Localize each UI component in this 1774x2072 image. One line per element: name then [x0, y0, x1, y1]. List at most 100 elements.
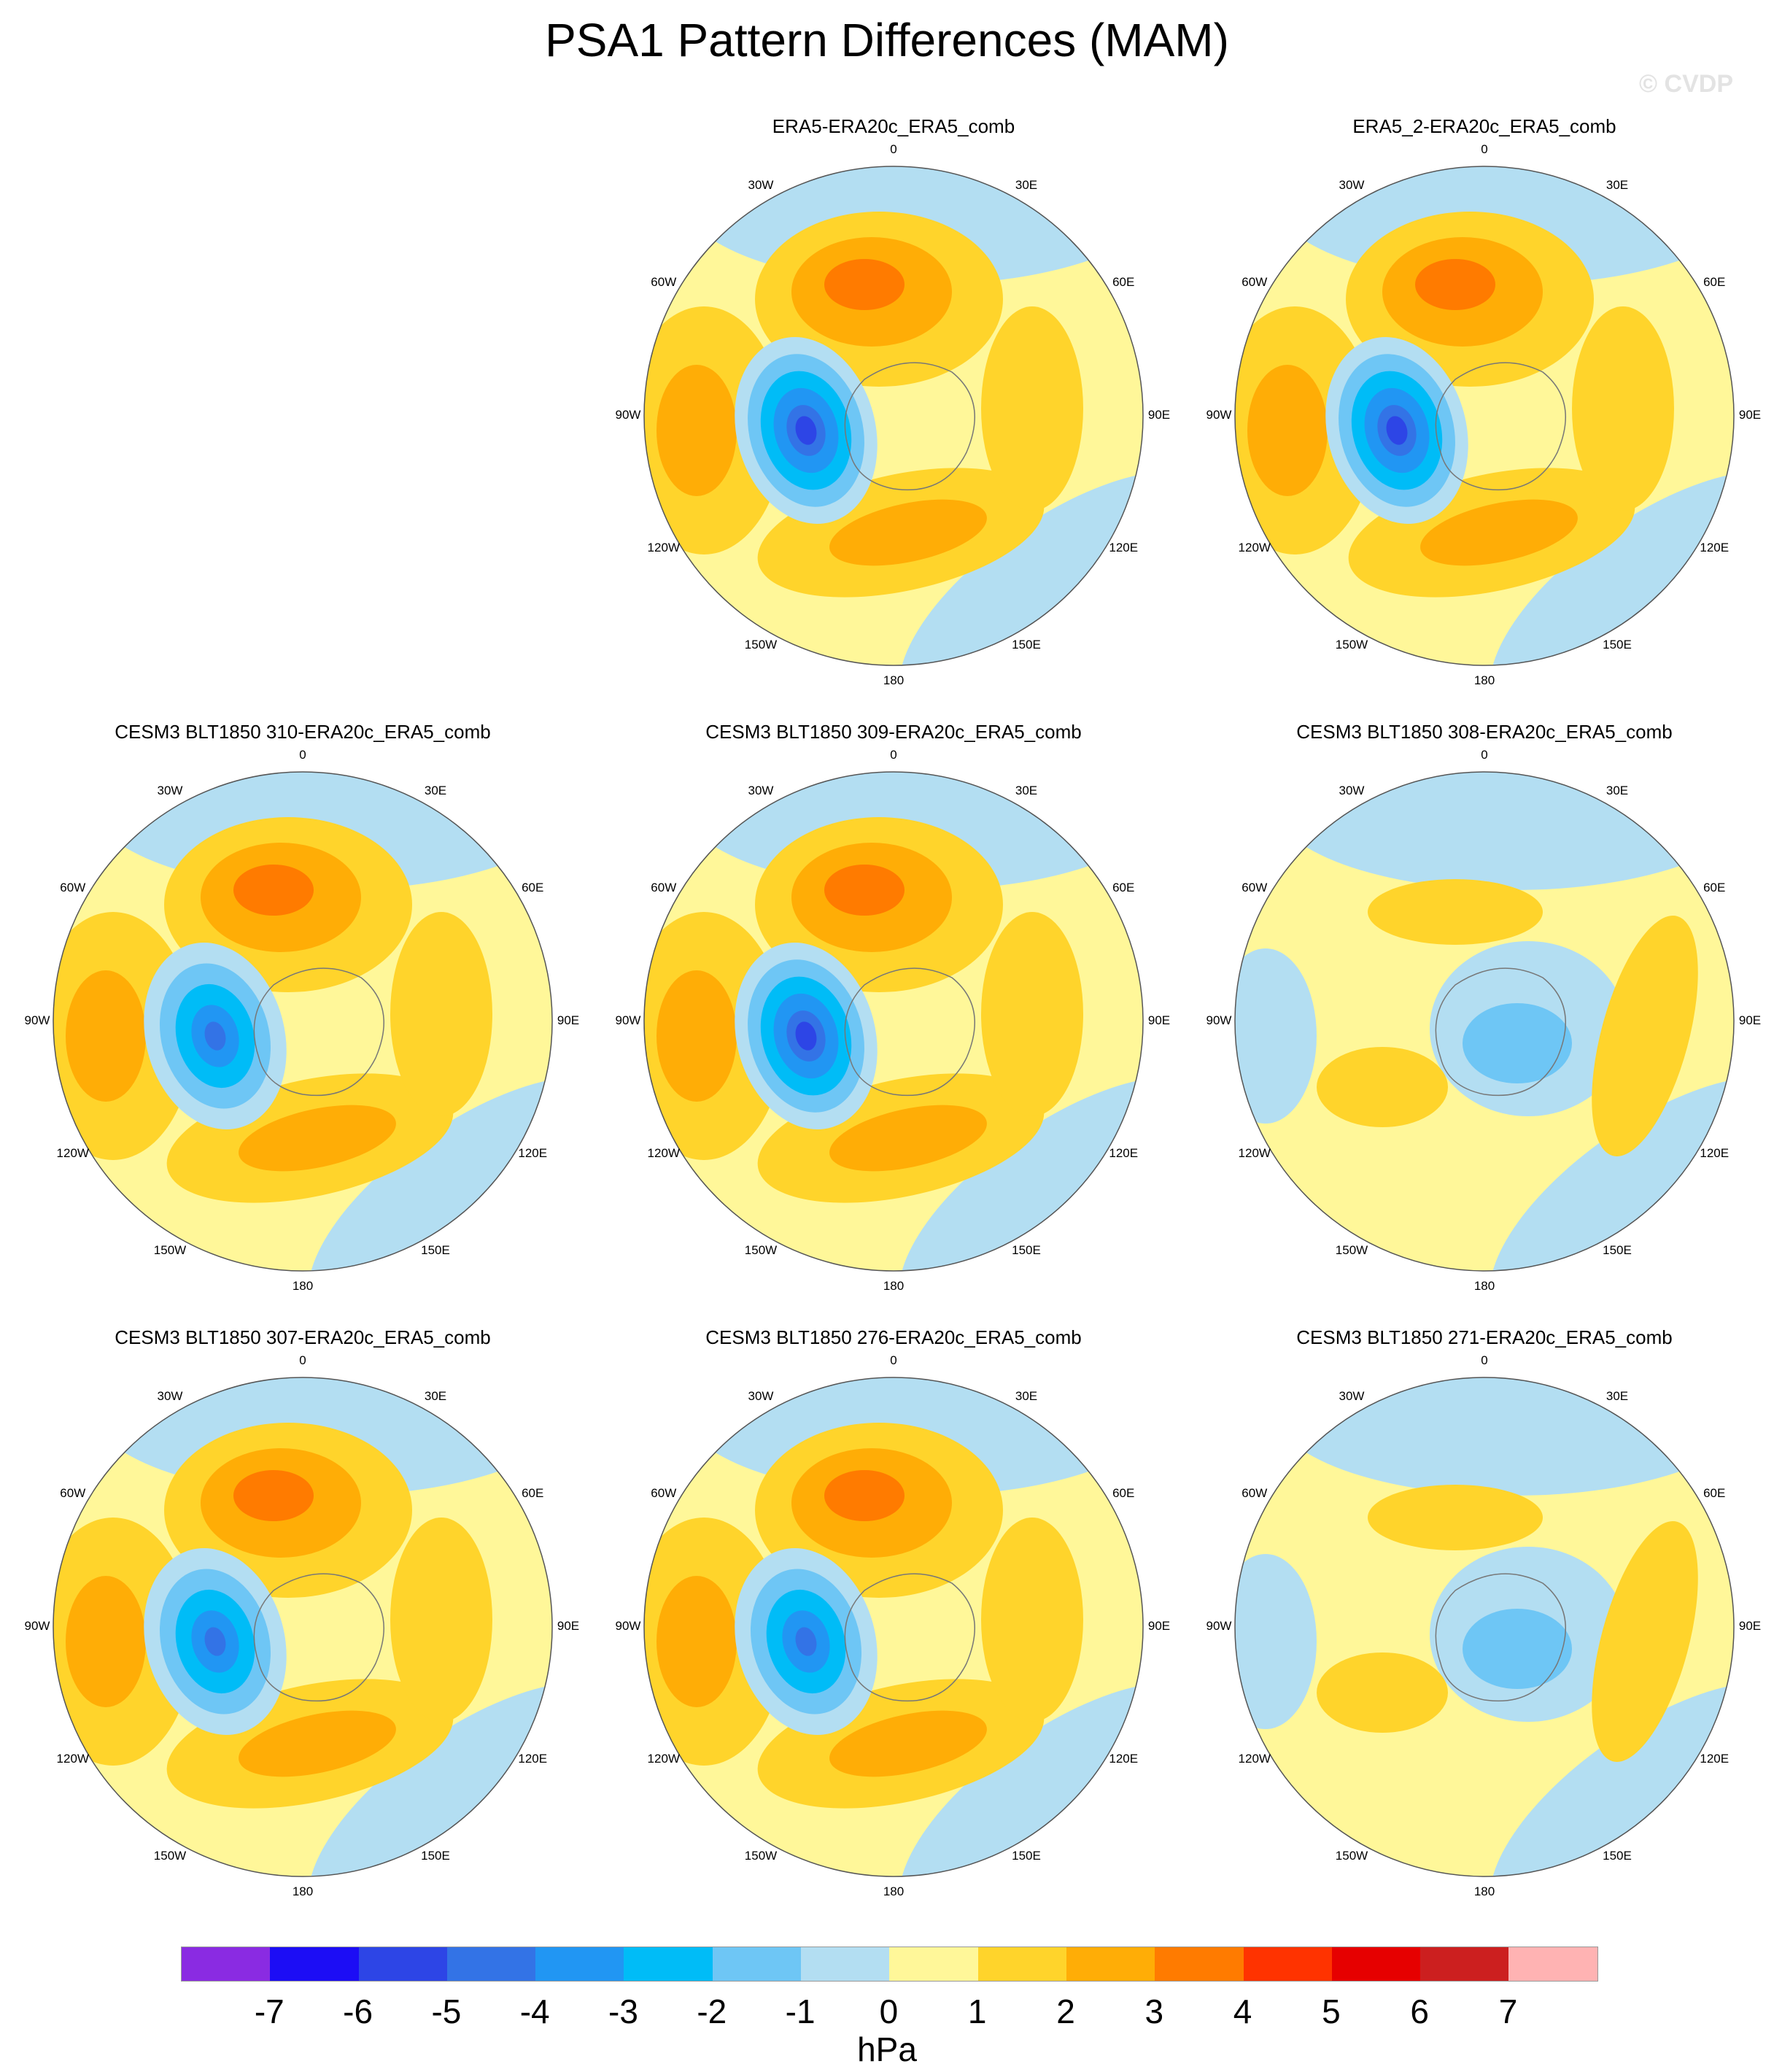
- map-panel-1: [1235, 166, 1734, 665]
- longitude-label: 90W: [615, 1619, 641, 1633]
- longitude-label: 30W: [157, 783, 183, 797]
- panel-title: CESM3 BLT1850 276-ERA20c_ERA5_comb: [705, 1326, 1082, 1348]
- longitude-label: 120W: [647, 1752, 680, 1766]
- longitude-label: 150W: [1335, 1849, 1368, 1863]
- colorbar-box: [1508, 1947, 1597, 1981]
- longitude-label: 150W: [153, 1849, 187, 1863]
- colorbar-tick-label: 0: [879, 1992, 899, 2030]
- longitude-label: 120W: [1238, 541, 1271, 554]
- longitude-label: 120W: [1238, 1146, 1271, 1160]
- longitude-label: 30W: [1339, 1388, 1365, 1403]
- colorbar-tick-label: -5: [431, 1992, 462, 2030]
- panel-title: CESM3 BLT1850 309-ERA20c_ERA5_comb: [705, 721, 1082, 743]
- colorbar-box: [1331, 1947, 1421, 1981]
- longitude-label: 120W: [647, 541, 680, 554]
- longitude-label: 180: [883, 1279, 905, 1293]
- longitude-label: 90W: [615, 408, 641, 422]
- longitude-label: 90W: [24, 1619, 50, 1633]
- colorbar-tick-label: -1: [785, 1992, 816, 2030]
- colorbar-units: hPa: [857, 2030, 917, 2068]
- longitude-label: 150E: [1603, 1849, 1632, 1863]
- panel-title: CESM3 BLT1850 307-ERA20c_ERA5_comb: [115, 1326, 491, 1348]
- colorbar: [181, 1947, 1598, 1982]
- longitude-label: 60E: [1703, 1486, 1726, 1500]
- longitude-label: 0: [1481, 1353, 1488, 1367]
- longitude-label: 150E: [1012, 1243, 1041, 1258]
- longitude-label: 120W: [1238, 1752, 1271, 1766]
- panel-title: CESM3 BLT1850 271-ERA20c_ERA5_comb: [1296, 1326, 1673, 1348]
- colorbar-box: [977, 1947, 1066, 1981]
- longitude-label: 150W: [153, 1243, 187, 1258]
- longitude-label: 150E: [421, 1849, 450, 1863]
- longitude-label: 0: [1481, 748, 1488, 762]
- colorbar-tick-label: -4: [519, 1992, 550, 2030]
- colorbar-tick-label: 1: [967, 1992, 987, 2030]
- longitude-label: 150W: [744, 1243, 778, 1258]
- longitude-label: 150W: [744, 638, 778, 652]
- longitude-label: 30E: [1015, 1388, 1038, 1403]
- colorbar-tick-label: 6: [1410, 1992, 1429, 2030]
- colorbar-box: [182, 1947, 271, 1981]
- map-border: [643, 1377, 1144, 1877]
- longitude-label: 150E: [421, 1243, 450, 1258]
- longitude-label: 90E: [1738, 1619, 1762, 1633]
- colorbar-box: [1066, 1947, 1155, 1981]
- longitude-label: 60W: [60, 881, 86, 894]
- longitude-label: 60W: [651, 275, 677, 289]
- longitude-label: 60E: [1112, 275, 1135, 289]
- colorbar-box: [270, 1947, 359, 1981]
- longitude-label: 120E: [1700, 1752, 1730, 1766]
- colorbar-box: [358, 1947, 447, 1981]
- panel-title: ERA5-ERA20c_ERA5_comb: [772, 115, 1015, 137]
- map-panel-0: [644, 166, 1143, 665]
- longitude-label: 90W: [1206, 1619, 1232, 1633]
- longitude-label: 120E: [518, 1752, 548, 1766]
- longitude-label: 120E: [1109, 541, 1139, 554]
- longitude-label: 120W: [56, 1146, 89, 1160]
- longitude-label: 30W: [157, 1388, 183, 1403]
- longitude-label: 90E: [1738, 1013, 1762, 1027]
- longitude-label: 60E: [1112, 881, 1135, 894]
- longitude-label: 60E: [522, 1486, 544, 1500]
- longitude-label: 120E: [1109, 1752, 1139, 1766]
- longitude-label: 0: [890, 142, 897, 156]
- polar-map-panels: [53, 166, 1735, 1877]
- longitude-label: 30E: [1605, 1388, 1629, 1403]
- colorbar-box: [1243, 1947, 1332, 1981]
- longitude-label: 90W: [615, 1013, 641, 1027]
- colorbar-tick-label: -7: [254, 1992, 284, 2030]
- longitude-label: 60W: [60, 1486, 86, 1500]
- longitude-label: 150W: [1335, 638, 1368, 652]
- longitude-label: 180: [1473, 1279, 1495, 1293]
- figure-title: PSA1 Pattern Differences (MAM): [545, 14, 1229, 66]
- map-border: [1234, 166, 1735, 666]
- longitude-label: 60W: [651, 1486, 677, 1500]
- colorbar-box: [624, 1947, 713, 1981]
- longitude-label: 90E: [1738, 408, 1762, 422]
- longitude-label: 90E: [557, 1619, 580, 1633]
- panel-title: CESM3 BLT1850 310-ERA20c_ERA5_comb: [115, 721, 491, 743]
- longitude-label: 150E: [1012, 1849, 1041, 1863]
- longitude-label: 150E: [1012, 638, 1041, 652]
- longitude-label: 90W: [1206, 408, 1232, 422]
- longitude-label: 60W: [1242, 275, 1268, 289]
- colorbar-box: [889, 1947, 978, 1981]
- map-border: [1234, 1377, 1735, 1877]
- longitude-label: 90W: [24, 1013, 50, 1027]
- longitude-label: 180: [292, 1279, 314, 1293]
- longitude-label: 90W: [1206, 1013, 1232, 1027]
- colorbar-tick-label: -6: [343, 1992, 373, 2030]
- longitude-label: 120E: [1700, 541, 1730, 554]
- longitude-label: 60E: [1703, 881, 1726, 894]
- colorbar-tick-label: 5: [1322, 1992, 1341, 2030]
- longitude-label: 150E: [1603, 638, 1632, 652]
- longitude-label: 120W: [647, 1146, 680, 1160]
- longitude-label: 180: [883, 1884, 905, 1898]
- longitude-label: 120E: [1700, 1146, 1730, 1160]
- map-panel-6: [644, 1377, 1143, 1876]
- longitude-label: 30E: [1015, 783, 1038, 797]
- colorbar-tick-label: -3: [608, 1992, 638, 2030]
- panel-title: ERA5_2-ERA20c_ERA5_comb: [1352, 115, 1616, 137]
- colorbar-box: [1155, 1947, 1244, 1981]
- longitude-label: 120W: [56, 1752, 89, 1766]
